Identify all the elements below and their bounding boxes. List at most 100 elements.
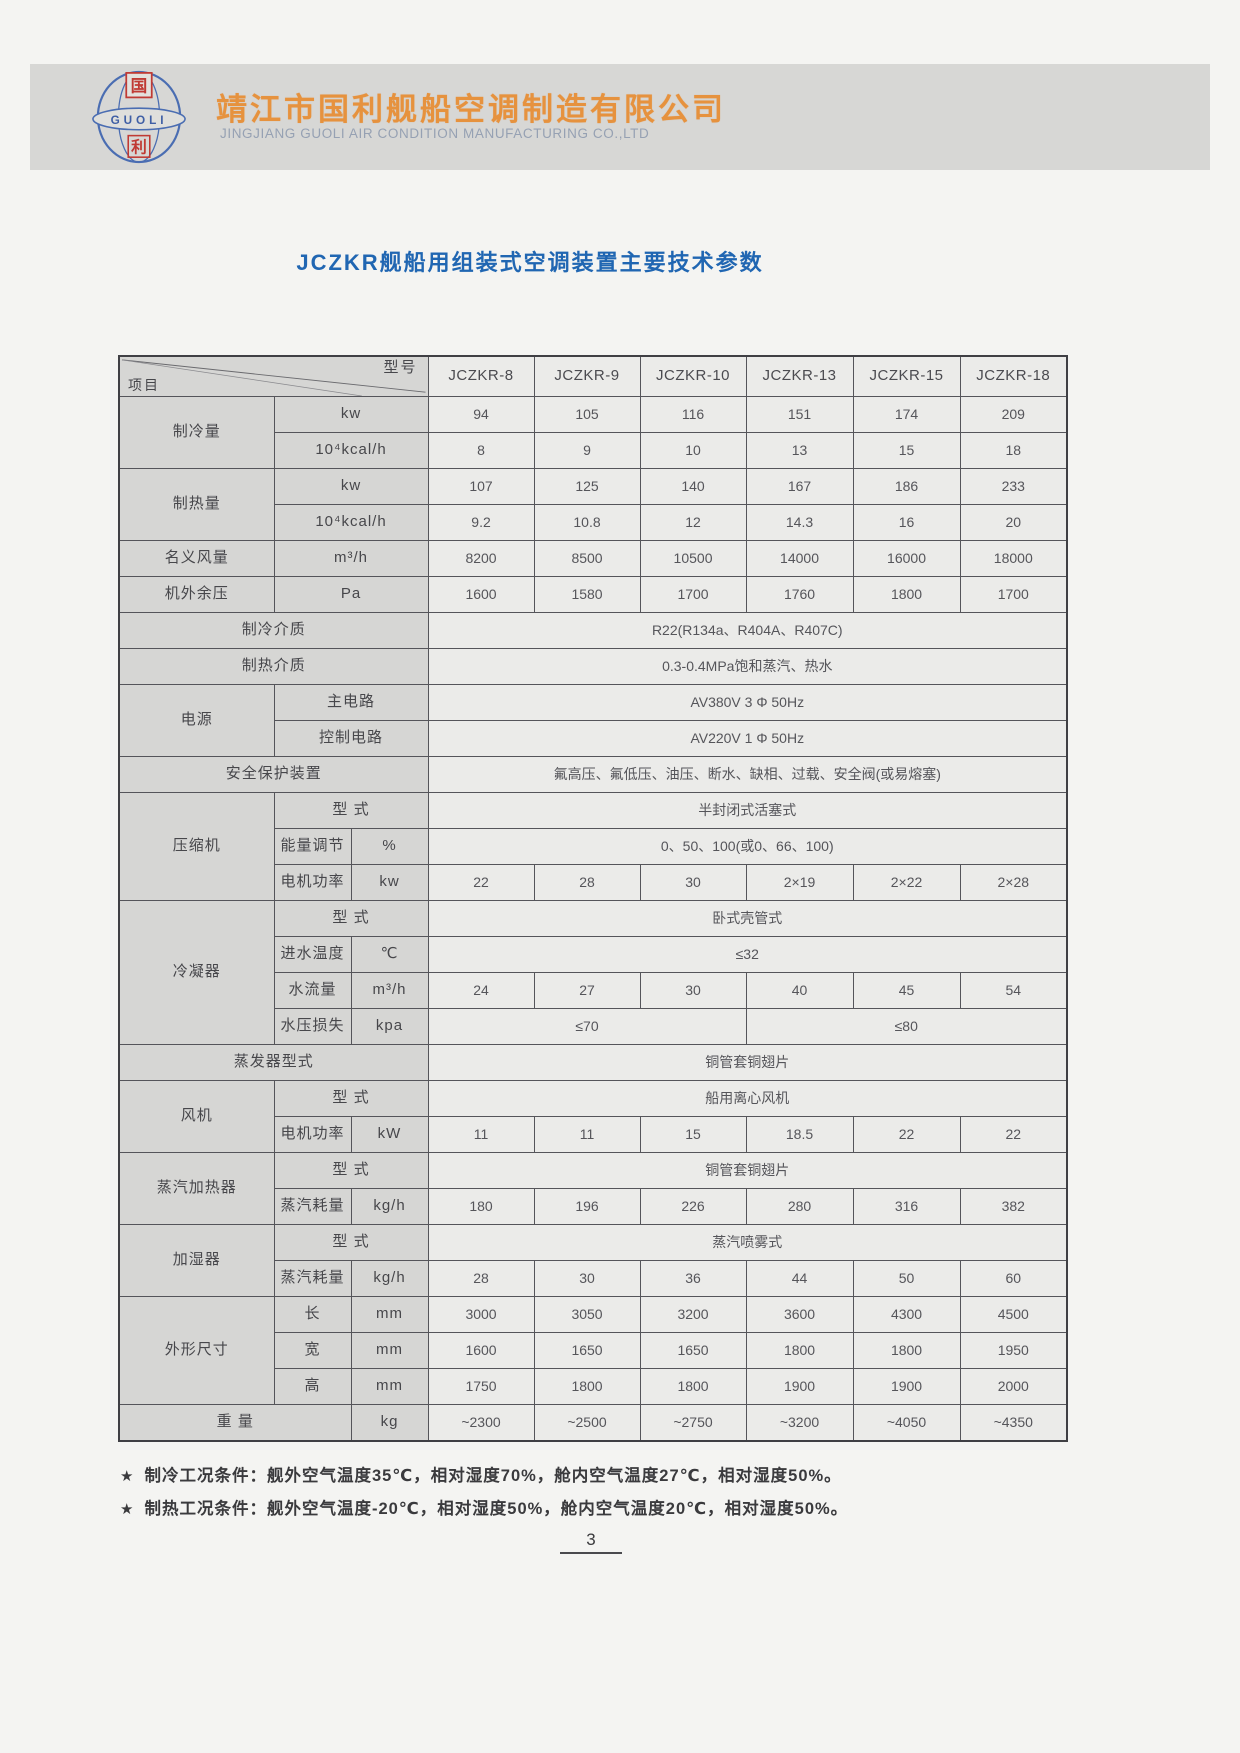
row-label-cell: 压缩机 [118, 792, 275, 901]
value-cell: ~4050 [852, 1404, 961, 1442]
value-cell: 14000 [745, 540, 854, 577]
footnote-text: 制热工况条件：舰外空气温度-20℃，相对湿度50%，舱内空气温度20℃，相对湿度… [144, 1500, 849, 1518]
value-cell: 12 [639, 504, 747, 541]
value-cell: 226 [639, 1188, 747, 1225]
value-cell: 60 [959, 1260, 1068, 1297]
value-cell: 9.2 [427, 504, 535, 541]
value-cell: 196 [533, 1188, 641, 1225]
value-cell: 15 [852, 432, 961, 469]
table-row: 水压损失 kpa ≤70 ≤80 [119, 1008, 1068, 1045]
value-cell: 209 [959, 396, 1068, 433]
value-cell: 151 [745, 396, 854, 433]
row-label-cell: 型 式 [273, 900, 429, 937]
row-label-cell: 名义风量 [118, 540, 275, 577]
table-row: 宽 mm 1600 1650 1650 1800 1800 1950 [119, 1332, 1068, 1369]
table-row: 蒸汽加热器型 式铜管套铜翅片 [118, 1152, 1068, 1225]
value-cell: R22(R134a、R404A、R407C) [427, 612, 1068, 649]
value-cell: 27 [533, 972, 641, 1009]
table-row: 进水温度 ℃ ≤32 [119, 936, 1068, 973]
table-row: 制冷量 kw 94 105 116 151 174 209 [118, 396, 1068, 469]
value-cell: 1800 [745, 1332, 854, 1369]
value-cell: 22 [959, 1116, 1068, 1153]
table-row: 外形尺寸长 mm 3000 3050 3200 3600 4300 4500 [118, 1296, 1068, 1405]
row-label-cell: 机外余压 [118, 576, 275, 613]
model-header: JCZKR-8 [427, 355, 535, 397]
globe-logo-icon: 国 GUOLI 利 [92, 70, 186, 164]
value-cell: 316 [852, 1188, 961, 1225]
row-label-cell: 10⁴kcal/h [273, 504, 429, 541]
value-cell: 1800 [639, 1368, 747, 1405]
value-cell: 233 [959, 468, 1068, 505]
table-row: 加湿器型 式蒸汽喷雾式 [118, 1224, 1068, 1297]
row-label-cell: kw [350, 864, 429, 901]
table-row: 名义风量 m³/h 8200 8500 10500 14000 16000 18000 [118, 540, 1068, 577]
row-label-cell: 高 [273, 1368, 352, 1405]
row-label-cell: kg/h [350, 1260, 429, 1297]
value-cell: 1600 [427, 1332, 535, 1369]
value-cell: 18000 [959, 540, 1068, 577]
logo-cn-bottom: 利 [131, 137, 147, 156]
table-row: 重 量 kg ~2300 ~2500 ~2750 ~3200 ~4050 ~4350 [118, 1404, 1068, 1442]
table-row: 制热介质 0.3-0.4MPa饱和蒸汽、热水 [118, 648, 1068, 685]
footnotes: ★ 制冷工况条件：舰外空气温度35℃，相对湿度70%，舱内空气温度27℃，相对湿度… [120, 1462, 1120, 1528]
footnote-cooling: ★ 制冷工况条件：舰外空气温度35℃，相对湿度70%，舱内空气温度27℃，相对湿度… [120, 1462, 1120, 1486]
row-label-cell: m³/h [350, 972, 429, 1009]
value-cell: 0、50、100(或0、66、100) [427, 828, 1068, 865]
value-cell: 1600 [427, 576, 535, 613]
value-cell: 1750 [427, 1368, 535, 1405]
model-header: JCZKR-18 [959, 355, 1068, 397]
row-label-cell: 制冷量 [118, 396, 275, 469]
value-cell: 382 [959, 1188, 1068, 1225]
row-label-cell: 型 式 [273, 1224, 429, 1261]
row-label-cell: 水流量 [273, 972, 352, 1009]
row-label-cell: 加湿器 [118, 1224, 275, 1297]
row-label-cell: 型 式 [273, 1080, 429, 1117]
row-label-cell: mm [350, 1296, 429, 1333]
table-row: 10⁴kcal/h 8 9 10 13 15 18 [119, 432, 1068, 469]
value-cell: 167 [745, 468, 854, 505]
value-cell: 24 [427, 972, 535, 1009]
table-row: 机外余压 Pa 1600 1580 1700 1760 1800 1700 [118, 576, 1068, 613]
table-row: 10⁴kcal/h 9.2 10.8 12 14.3 16 20 [119, 504, 1068, 541]
value-cell: 1650 [533, 1332, 641, 1369]
row-label-cell: ℃ [350, 936, 429, 973]
row-label-cell: 主电路 [273, 684, 429, 721]
table-row: 高 mm 1750 1800 1800 1900 1900 2000 [119, 1368, 1068, 1405]
value-cell: 16000 [852, 540, 961, 577]
value-cell: 1650 [639, 1332, 747, 1369]
value-cell: 11 [533, 1116, 641, 1153]
value-cell: 2×28 [959, 864, 1068, 901]
value-cell: 卧式壳管式 [427, 900, 1068, 937]
value-cell: ≤80 [745, 1008, 1068, 1045]
row-label-cell: kg [350, 1404, 429, 1442]
value-cell: 105 [533, 396, 641, 433]
value-cell: AV380V 3 Φ 50Hz [427, 684, 1068, 721]
value-cell: 蒸汽喷雾式 [427, 1224, 1068, 1261]
value-cell: 1700 [959, 576, 1068, 613]
footnote-text: 制冷工况条件：舰外空气温度35℃，相对湿度70%，舱内空气温度27℃，相对湿度5… [144, 1467, 842, 1485]
row-label-cell: 10⁴kcal/h [273, 432, 429, 469]
star-icon: ★ [120, 1501, 135, 1518]
value-cell: 10500 [639, 540, 747, 577]
row-label-cell: 冷凝器 [118, 900, 275, 1045]
table-row: 安全保护装置 氟高压、氟低压、油压、断水、缺相、过载、安全阀(或易熔塞) [118, 756, 1068, 793]
value-cell: 40 [745, 972, 854, 1009]
value-cell: 11 [427, 1116, 535, 1153]
row-label-cell: 水压损失 [273, 1008, 352, 1045]
value-cell: ~4350 [959, 1404, 1068, 1442]
row-label-cell: 制热介质 [118, 648, 429, 685]
value-cell: 28 [427, 1260, 535, 1297]
row-label-cell: kw [273, 396, 429, 433]
row-label-cell: 型 式 [273, 792, 429, 829]
value-cell: ~2500 [533, 1404, 641, 1442]
value-cell: 45 [852, 972, 961, 1009]
row-label-cell: 蒸汽加热器 [118, 1152, 275, 1225]
row-label-cell: 进水温度 [273, 936, 352, 973]
value-cell: 13 [745, 432, 854, 469]
company-name-en: JINGJIANG GUOLI AIR CONDITION MANUFACTUR… [220, 126, 650, 141]
value-cell: 船用离心风机 [427, 1080, 1068, 1117]
page-number: 3 [560, 1530, 622, 1554]
row-label-cell: kw [273, 468, 429, 505]
table-row: 制热量 kw 107 125 140 167 186 233 [118, 468, 1068, 541]
value-cell: 8 [427, 432, 535, 469]
